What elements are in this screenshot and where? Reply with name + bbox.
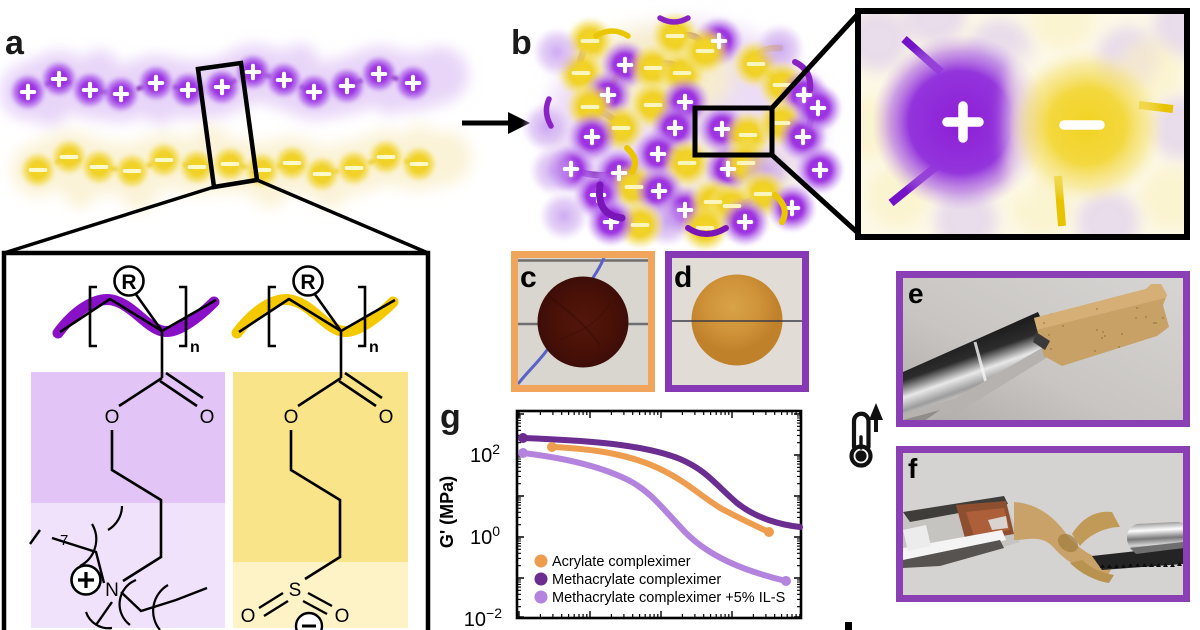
svg-text:N: N xyxy=(105,580,119,601)
svg-text:O: O xyxy=(200,407,215,428)
svg-text:R: R xyxy=(121,271,136,294)
svg-text:b: b xyxy=(511,24,532,62)
svg-text:S: S xyxy=(289,580,302,601)
svg-text:O: O xyxy=(379,407,394,428)
svg-text:n: n xyxy=(190,339,200,356)
svg-text:R: R xyxy=(300,271,315,294)
svg-text:O: O xyxy=(335,606,350,627)
svg-text:Acrylate compleximer: Acrylate compleximer xyxy=(552,554,691,570)
svg-text:O: O xyxy=(241,606,256,627)
svg-text:a: a xyxy=(5,24,25,62)
svg-text:n: n xyxy=(369,339,379,356)
svg-text:7: 7 xyxy=(60,532,68,549)
svg-text:f: f xyxy=(908,453,918,484)
svg-text:Methacrylate compleximer +5% I: Methacrylate compleximer +5% IL-S xyxy=(552,590,785,606)
svg-text:O: O xyxy=(105,407,120,428)
svg-text:Methacrylate compleximer: Methacrylate compleximer xyxy=(552,572,721,588)
svg-text:G' (MPa): G' (MPa) xyxy=(437,476,457,548)
svg-text:O: O xyxy=(284,407,299,428)
svg-text:c: c xyxy=(520,261,537,294)
svg-text:g: g xyxy=(440,398,461,436)
svg-text:e: e xyxy=(908,278,924,309)
svg-text:d: d xyxy=(674,261,692,294)
